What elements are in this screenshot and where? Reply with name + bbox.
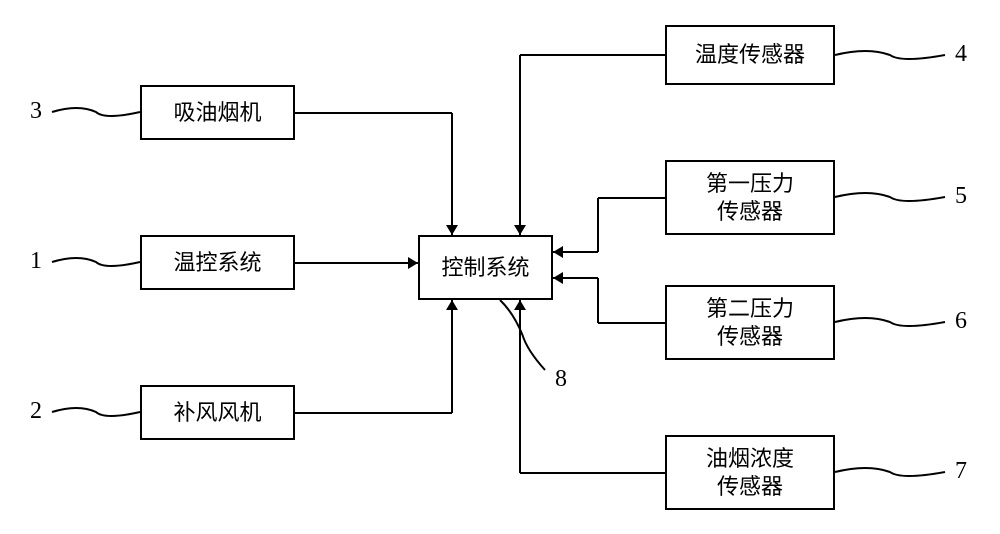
center-control-system: 控制系统 — [418, 235, 553, 300]
ref-num-2: 2 — [30, 398, 42, 425]
ref-num-4: 4 — [955, 41, 967, 68]
box_p2: 第二压力传感器 — [665, 285, 835, 360]
box_p1: 第一压力传感器 — [665, 160, 835, 235]
box_hood: 吸油烟机 — [140, 85, 295, 140]
ref-num-5: 5 — [955, 183, 967, 210]
box_temp: 温度传感器 — [665, 25, 835, 85]
ref-num-6: 6 — [955, 308, 967, 335]
box_fan: 补风风机 — [140, 385, 295, 440]
box_tc: 温控系统 — [140, 235, 295, 290]
ref-num-1: 1 — [30, 248, 42, 275]
ref-num-3: 3 — [30, 98, 42, 125]
ref-num-7: 7 — [955, 458, 967, 485]
ref-num-8: 8 — [555, 366, 567, 393]
box_smoke: 油烟浓度传感器 — [665, 435, 835, 510]
